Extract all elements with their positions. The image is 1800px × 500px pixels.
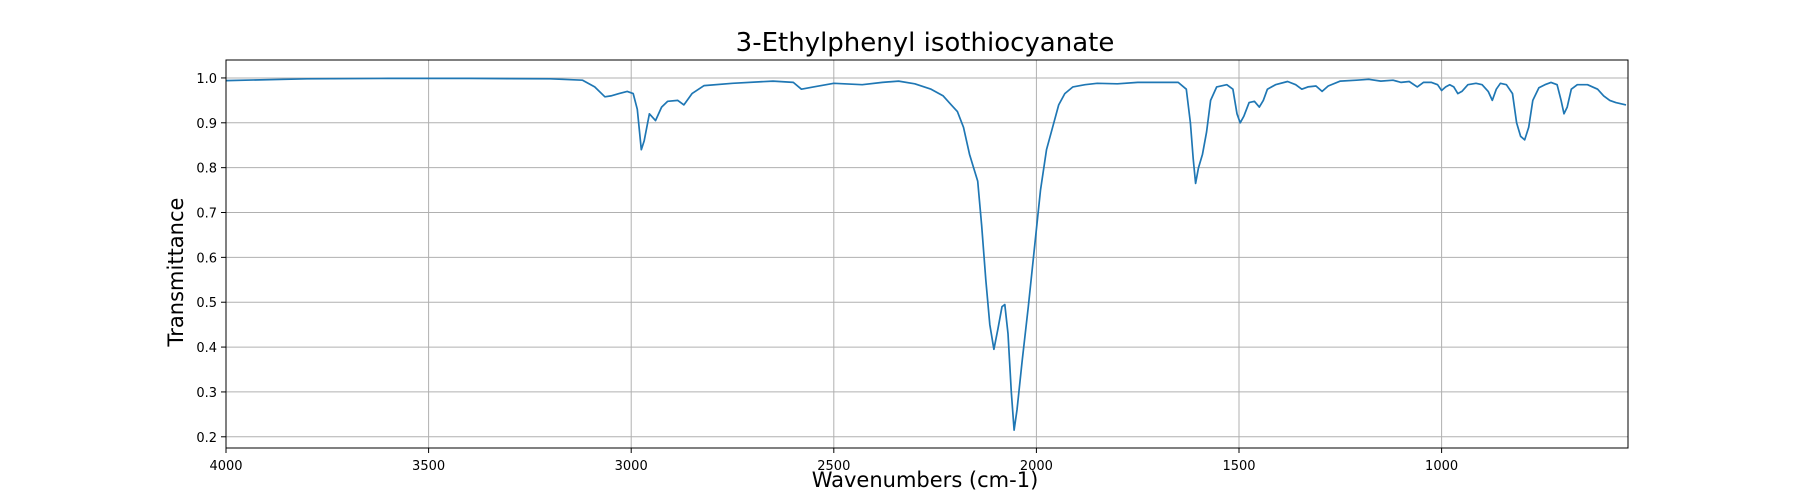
y-tick-label: 0.2	[196, 431, 217, 446]
x-tick-label: 2500	[817, 459, 850, 474]
y-tick-label: 0.6	[196, 251, 217, 266]
x-axis-label: Wavenumbers (cm-1)	[812, 468, 1039, 492]
y-tick-label: 0.5	[196, 296, 217, 311]
series-layer	[225, 77, 1627, 431]
y-axis-label: Transmittance	[164, 198, 188, 348]
y-tick-label: 0.4	[196, 341, 217, 356]
x-tick-label: 2000	[1020, 459, 1053, 474]
chart-title: 3-Ethylphenyl isothiocyanate	[736, 28, 1115, 58]
grid	[225, 60, 1628, 448]
x-tick-label: 1500	[1222, 459, 1255, 474]
x-tick-label: 3500	[412, 459, 445, 474]
y-tick-label: 0.3	[196, 386, 217, 401]
y-tick-label: 1.0	[196, 72, 217, 87]
x-tick-label: 3000	[615, 459, 648, 474]
plot-frame	[225, 59, 1629, 449]
ticks: 4000 3500 3000 2500 2000 1500 1000 0.2 0.3 0.4 0.5…	[196, 72, 1458, 474]
y-tick-label: 0.9	[196, 117, 217, 132]
x-tick-label: 4000	[209, 459, 242, 474]
y-tick-label: 0.7	[196, 207, 217, 222]
y-tick-label: 0.8	[196, 162, 217, 177]
spectrum-line	[225, 77, 1627, 431]
x-tick-label: 1000	[1425, 459, 1458, 474]
